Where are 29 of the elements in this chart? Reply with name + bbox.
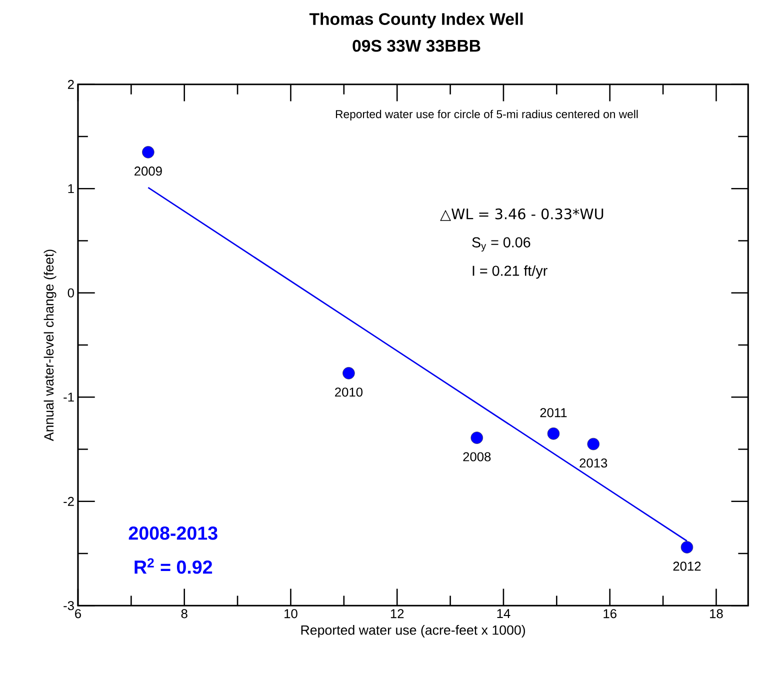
annotation: 2013 — [580, 458, 608, 468]
x-axis-title: Reported water use (acre-feet x 1000) — [301, 624, 526, 638]
x-tick-label: 12 — [390, 609, 404, 618]
y-tick-label: 2 — [68, 80, 74, 89]
annotation: Reported water use for circle of 5-mi radius centered on well — [336, 110, 638, 120]
x-tick-label: 18 — [710, 609, 723, 618]
annotation: R$^{2}$ = 0.92 — [134, 558, 212, 574]
y-tick-label: 1 — [68, 184, 74, 193]
x-tick-label: 8 — [181, 609, 188, 618]
x-tick-label: 16 — [604, 609, 616, 618]
annotation: 2009 — [134, 166, 162, 176]
chart-title: Thomas County Index Well — [309, 12, 523, 28]
x-tick-label: 10 — [284, 609, 298, 618]
annotation: S$_{y}$ = 0.06 — [472, 237, 530, 252]
y-tick-label: -3 — [64, 601, 74, 610]
annotation: △WL = 3.46 - 0.33*WU — [440, 208, 604, 221]
annotation: 2010 — [335, 388, 362, 397]
chart-subtitle: 09S 33W 33BBB — [352, 40, 480, 52]
annotation: 2008 — [463, 452, 491, 462]
annotation: 2008-2013 — [128, 526, 218, 540]
y-tick-label: -1 — [64, 392, 74, 402]
annotation: 2011 — [540, 408, 567, 418]
x-tick-label: 14 — [497, 609, 510, 618]
annotation: I = 0.21 ft/yr — [472, 265, 548, 279]
annotation: 2012 — [673, 562, 701, 571]
y-axis-title: Annual water-level change (feet) — [44, 250, 56, 442]
y-tick-label: -2 — [64, 496, 74, 506]
y-tick-label: 0 — [68, 288, 74, 298]
x-tick-label: 6 — [75, 609, 81, 618]
